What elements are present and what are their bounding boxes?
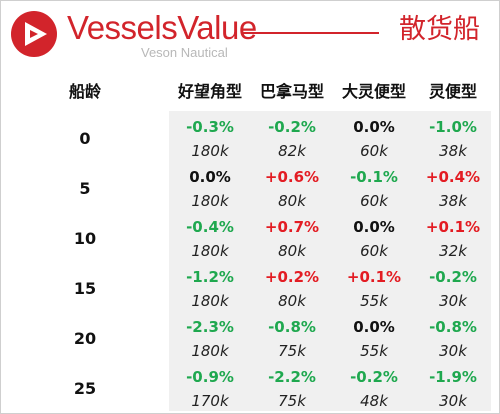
brand-name: VesselsValue [67,9,257,46]
age-label: 15 [73,279,97,298]
value-change-percent: +0.2% [264,268,320,286]
vessel-value: 55k [360,292,388,310]
vessel-value: 30k [439,342,467,360]
value-change-percent: 0.0% [353,318,395,336]
value-change-percent: 0.0% [353,218,395,236]
vessel-value: 80k [278,242,306,260]
header-divider [243,32,379,34]
vessel-value: 82k [278,142,306,160]
vessel-value: 60k [360,242,388,260]
vessel-value: 30k [439,392,467,410]
column-header-handysize: 灵便型 [428,82,477,101]
vessel-value: 180k [191,192,229,210]
value-change-percent: +0.6% [264,168,320,186]
value-change-percent: 0.0% [353,118,395,136]
vessel-value: 75k [278,392,306,410]
vessel-value: 48k [360,392,388,410]
value-change-percent: +0.1% [346,268,402,286]
value-change-percent: -0.2% [268,118,316,136]
table-shaded-area [169,111,491,411]
age-label: 10 [73,229,97,248]
value-change-percent: -1.2% [186,268,234,286]
vessel-value: 180k [191,242,229,260]
vesselsvalue-logo-icon [11,11,57,57]
vessel-value: 60k [360,142,388,160]
value-change-percent: -0.1% [350,168,398,186]
vessel-value: 180k [191,292,229,310]
value-change-percent: -0.2% [429,268,477,286]
vessel-value: 170k [191,392,229,410]
segment-title: 散货船 [399,14,480,45]
vessel-value: 75k [278,342,306,360]
age-label: 5 [79,179,91,198]
vessel-value: 38k [439,192,467,210]
vessel-value: 30k [439,292,467,310]
value-change-percent: -2.2% [268,368,316,386]
vessel-value: 180k [191,142,229,160]
value-change-percent: -0.8% [268,318,316,336]
vessel-value: 80k [278,192,306,210]
age-label: 20 [73,329,97,348]
age-column-header: 船龄 [68,82,101,101]
vessel-value: 55k [360,342,388,360]
value-change-percent: -0.9% [186,368,234,386]
brand-tagline: Veson Nautical [141,45,228,60]
age-label: 0 [79,129,91,148]
column-header-panamax: 巴拿马型 [259,82,324,101]
value-change-percent: -1.9% [429,368,477,386]
vessel-value: 180k [191,342,229,360]
value-change-percent: 0.0% [189,168,231,186]
value-change-percent: +0.7% [264,218,320,236]
value-change-percent: -0.2% [350,368,398,386]
value-change-percent: -0.4% [186,218,234,236]
vessel-value: 32k [439,242,467,260]
column-header-capesize: 好望角型 [177,82,242,101]
value-change-percent: -0.8% [429,318,477,336]
vessel-value: 80k [278,292,306,310]
value-change-percent: +0.1% [425,218,481,236]
vessel-value: 38k [439,142,467,160]
age-label: 25 [73,379,97,398]
value-change-percent: -2.3% [186,318,234,336]
vessel-value: 60k [360,192,388,210]
value-change-percent: -0.3% [186,118,234,136]
value-change-percent: +0.4% [425,168,481,186]
column-header-supramax: 大灵便型 [341,82,406,101]
value-change-percent: -1.0% [429,118,477,136]
